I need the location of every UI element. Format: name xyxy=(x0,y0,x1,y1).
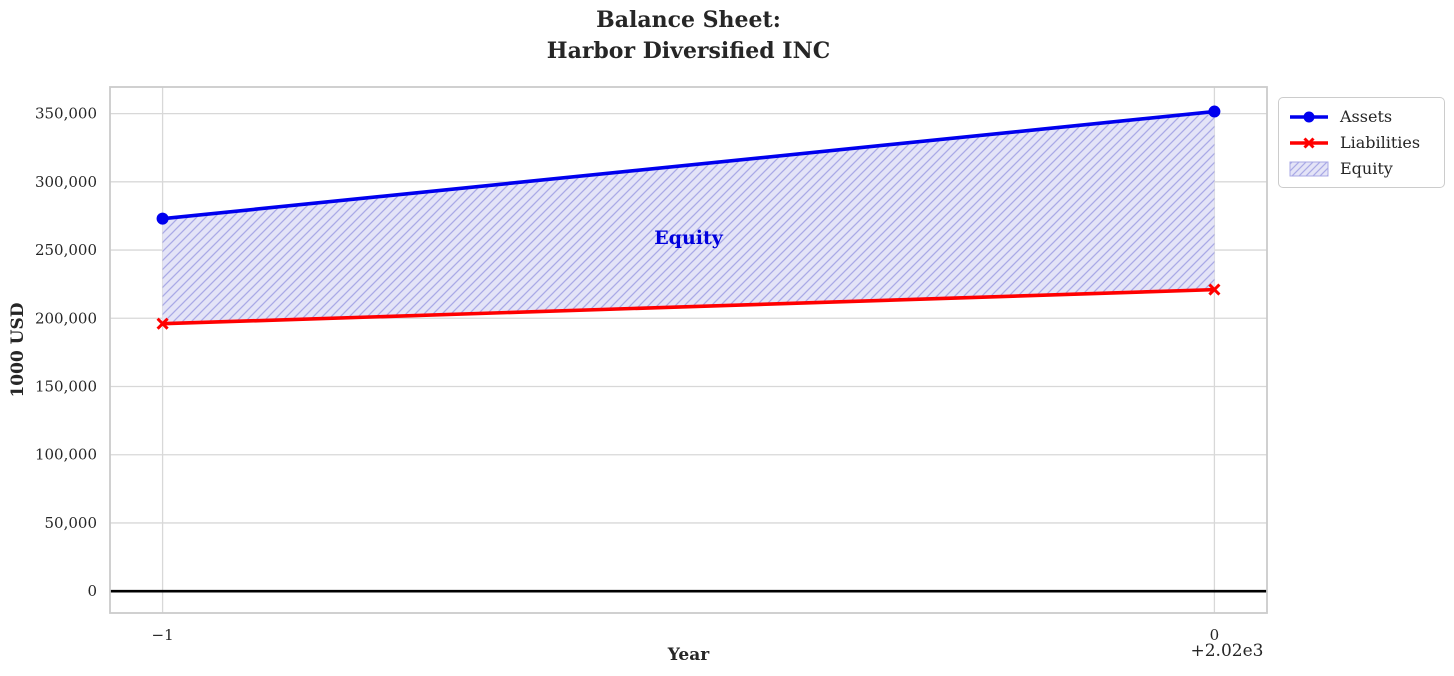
y-tick-label: 100,000 xyxy=(35,446,97,464)
legend-item-equity: Equity xyxy=(1287,159,1438,178)
liabilities-marker xyxy=(156,317,169,330)
y-tick-label: 300,000 xyxy=(35,173,97,191)
legend-item-assets: Assets xyxy=(1287,107,1438,126)
liabilities-line-swatch-icon xyxy=(1290,136,1328,149)
legend: Assets Liabilities Equity xyxy=(1278,97,1445,188)
liabilities-marker xyxy=(1208,283,1221,296)
equity-area xyxy=(162,111,1215,324)
y-tick-label: 150,000 xyxy=(35,377,97,395)
legend-label-assets: Assets xyxy=(1340,107,1393,126)
y-tick-label: 0 xyxy=(87,582,97,600)
equity-hatch-swatch-icon xyxy=(1289,161,1329,176)
legend-label-equity: Equity xyxy=(1340,159,1393,178)
plot-border xyxy=(109,86,1268,614)
legend-label-liabilities: Liabilities xyxy=(1340,133,1421,152)
y-tick-label: 250,000 xyxy=(35,241,97,259)
x-tick-label: −1 xyxy=(152,626,174,644)
x-tick-label: 0 xyxy=(1210,626,1220,644)
x-axis-offset-text: +2.02e3 xyxy=(1190,641,1264,661)
assets-line-swatch-icon xyxy=(1290,111,1328,122)
y-tick-label: 200,000 xyxy=(35,309,97,327)
legend-item-liabilities: Liabilities xyxy=(1287,133,1438,152)
y-axis-label: 1000 USD xyxy=(8,302,28,398)
assets-line xyxy=(162,109,1215,221)
liabilities-line xyxy=(162,287,1215,326)
equity-area-annotation: Equity xyxy=(654,226,723,249)
assets-marker xyxy=(156,212,169,225)
y-tick-label: 50,000 xyxy=(45,514,98,532)
chart-title: Balance Sheet: Harbor Diversified INC xyxy=(546,7,831,64)
x-axis-label: Year xyxy=(667,645,710,665)
y-tick-label: 350,000 xyxy=(35,105,97,123)
assets-marker xyxy=(1208,105,1221,118)
